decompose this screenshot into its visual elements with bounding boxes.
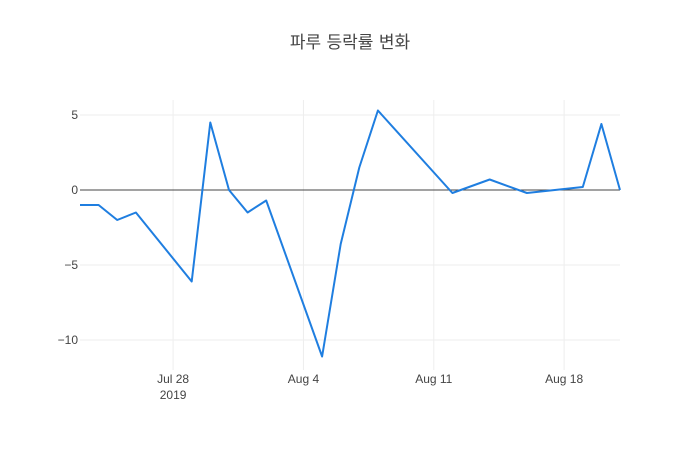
grid (80, 100, 620, 370)
series-line (80, 109, 621, 358)
series-layer (80, 109, 621, 358)
axis-labels: Jul 28 2019 Aug 4 Aug 11 Aug 18 5 0 −5 −10 (58, 108, 584, 402)
y-tick-label: −5 (64, 258, 78, 272)
x-tick-label: Jul 28 (157, 372, 189, 386)
x-tick-sublabel: 2019 (160, 388, 187, 402)
x-tick-label: Aug 11 (415, 372, 452, 386)
x-tick-label: Aug 4 (288, 372, 320, 386)
x-tick-label: Aug 18 (545, 372, 583, 386)
y-tick-label: 0 (71, 183, 78, 197)
y-tick-label: 5 (71, 108, 78, 122)
chart-title: 파루 등락률 변화 (290, 33, 411, 53)
y-tick-label: −10 (58, 333, 79, 347)
